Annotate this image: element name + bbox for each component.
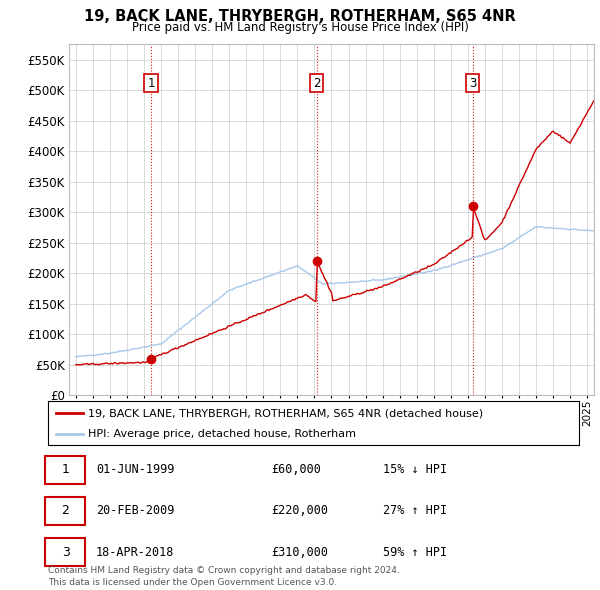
Text: 18-APR-2018: 18-APR-2018 [96,546,174,559]
Text: 59% ↑ HPI: 59% ↑ HPI [383,546,446,559]
Text: 1: 1 [62,463,70,476]
Text: £60,000: £60,000 [271,463,321,476]
Text: 1: 1 [148,77,155,90]
Text: Contains HM Land Registry data © Crown copyright and database right 2024.
This d: Contains HM Land Registry data © Crown c… [48,566,400,587]
Text: 19, BACK LANE, THRYBERGH, ROTHERHAM, S65 4NR: 19, BACK LANE, THRYBERGH, ROTHERHAM, S65… [84,9,516,24]
Text: 15% ↓ HPI: 15% ↓ HPI [383,463,446,476]
Text: 27% ↑ HPI: 27% ↑ HPI [383,504,446,517]
Text: 2: 2 [313,77,320,90]
Text: 19, BACK LANE, THRYBERGH, ROTHERHAM, S65 4NR (detached house): 19, BACK LANE, THRYBERGH, ROTHERHAM, S65… [88,408,483,418]
Text: 2: 2 [62,504,70,517]
Text: 20-FEB-2009: 20-FEB-2009 [96,504,174,517]
Text: £220,000: £220,000 [271,504,328,517]
FancyBboxPatch shape [46,538,85,566]
Text: Price paid vs. HM Land Registry's House Price Index (HPI): Price paid vs. HM Land Registry's House … [131,21,469,34]
FancyBboxPatch shape [46,497,85,525]
Text: HPI: Average price, detached house, Rotherham: HPI: Average price, detached house, Roth… [88,428,356,438]
FancyBboxPatch shape [46,455,85,484]
Text: 01-JUN-1999: 01-JUN-1999 [96,463,174,476]
Text: £310,000: £310,000 [271,546,328,559]
Text: 3: 3 [469,77,476,90]
Text: 3: 3 [62,546,70,559]
